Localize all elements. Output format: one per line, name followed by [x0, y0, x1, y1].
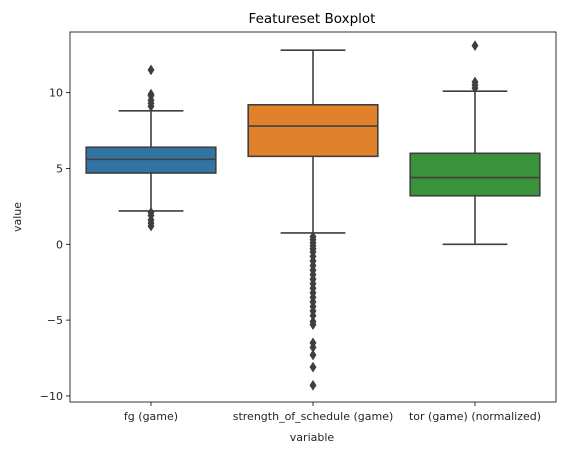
x-tick-label: strength_of_schedule (game) — [233, 410, 394, 423]
box — [409, 152, 541, 197]
x-tick-label: tor (game) (normalized) — [409, 410, 541, 423]
plot-area: −10 −5 0 5 10 fg (game) strength_of_schedule (… — [40, 31, 557, 423]
axes-frame — [69, 31, 557, 403]
outlier-point — [147, 206, 155, 218]
y-tick-label: −5 — [47, 314, 63, 327]
x-tick-label: fg (game) — [124, 410, 178, 423]
x-axis-label: variable — [290, 431, 335, 444]
outlier-point — [309, 319, 317, 331]
outlier-point — [309, 349, 317, 361]
outlier-point — [309, 379, 317, 391]
outlier-point — [147, 88, 155, 100]
chart-title: Featureset Boxplot — [249, 11, 376, 27]
outlier-point — [471, 40, 479, 52]
outlier-point — [309, 361, 317, 373]
y-axis-label: value — [11, 202, 24, 232]
y-tick-label: 10 — [49, 87, 63, 100]
y-tick-label: 5 — [56, 162, 63, 175]
outlier-point — [471, 76, 479, 88]
outlier-point — [147, 64, 155, 76]
y-tick-label: −10 — [40, 390, 63, 403]
box — [247, 103, 379, 158]
y-tick-label: 0 — [56, 238, 63, 251]
